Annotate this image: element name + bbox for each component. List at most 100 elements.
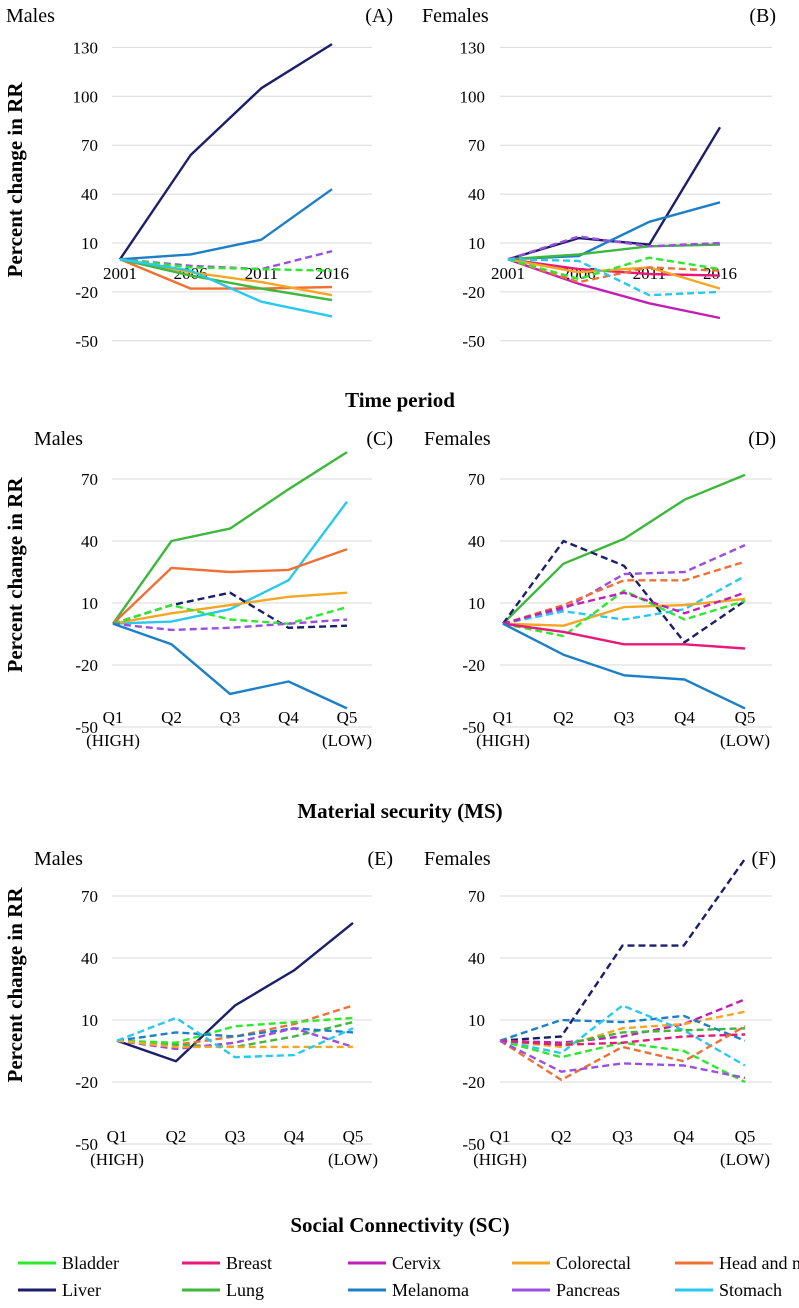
series-line-lung [502, 473, 746, 625]
series-line-melanoma [502, 622, 746, 710]
y-tick-label: 100 [73, 87, 99, 106]
y-tick-label: -20 [462, 283, 485, 302]
y-tick-label: 70 [81, 136, 98, 155]
y-tick-label: 70 [81, 470, 98, 489]
x-tick-label: Q4 [674, 708, 695, 727]
x-tick-label: Q4 [278, 708, 299, 727]
panel-sex-label: Females [422, 5, 489, 27]
legend-item-colorectal: Colorectal [512, 1253, 631, 1273]
y-tick-label: 70 [468, 470, 485, 489]
y-tick-label: 40 [81, 185, 98, 204]
x-tick-label: (HIGH) [473, 1150, 527, 1169]
legend-item-pancreas: Pancreas [512, 1280, 620, 1300]
panel-sex-label: Males [6, 5, 55, 27]
series-line-liver [502, 539, 746, 644]
series-line-stomach [116, 1016, 354, 1059]
y-tick-label: -50 [462, 718, 485, 737]
x-tick-label: Q1 [493, 708, 514, 727]
series-line-bladder [112, 603, 348, 625]
series-line-melanoma [112, 622, 348, 710]
panel-id-label: (D) [748, 428, 776, 450]
y-tick-label: -50 [462, 332, 485, 351]
y-tick-label: -20 [462, 1073, 485, 1092]
chart-panel-e: 70 40 10 -20 -50 Q1 (HIGH) Q2 Q3 Q4 Q5 (LOW) Males (E… [34, 848, 393, 1169]
y-tick-label: 70 [468, 136, 485, 155]
series-line-stomach [507, 258, 721, 297]
legend-item-lung: Lung [182, 1280, 264, 1300]
panel-sex-label: Females [424, 848, 491, 870]
x-tick-label: Q1 [490, 1127, 511, 1146]
y-tick-label: 100 [460, 87, 486, 106]
y-tick-label: 10 [81, 234, 98, 253]
y-axis-title: Percent change in RR [3, 477, 27, 673]
x-axis-title: Material security (MS) [297, 799, 502, 823]
series-line-lung [116, 1020, 354, 1049]
legend-item-cervix: Cervix [348, 1253, 441, 1273]
y-tick-label: 10 [468, 594, 485, 613]
series-line-head-and-neck [116, 1004, 354, 1047]
series-line-breast [502, 622, 746, 650]
series-line-liver [499, 858, 746, 1042]
y-tick-label: 70 [468, 887, 485, 906]
x-tick-label: Q3 [225, 1127, 246, 1146]
series-line-head-and-neck [502, 560, 746, 625]
x-tick-label: Q3 [612, 1127, 633, 1146]
x-tick-label: Q5 [735, 708, 756, 727]
chart-panel-f: 70 40 10 -20 -50 Q1 (HIGH) Q2 Q3 Q4 Q5 (LOW) Females… [424, 848, 776, 1169]
x-tick-label: Q3 [220, 708, 241, 727]
x-tick-label: (HIGH) [90, 1150, 144, 1169]
x-tick-label: Q2 [166, 1127, 187, 1146]
series-line-pancreas [502, 544, 746, 625]
series-line-stomach [119, 258, 333, 318]
series-line-melanoma [116, 1027, 354, 1042]
panel-id-label: (E) [367, 848, 393, 870]
series-line-stomach [502, 575, 746, 625]
series-line-colorectal [507, 258, 721, 290]
series-line-breast [499, 1033, 746, 1047]
x-tick-label: Q4 [284, 1127, 305, 1146]
panel-id-label: (F) [752, 848, 776, 870]
x-tick-label: (LOW) [720, 1150, 770, 1169]
y-tick-label: -50 [462, 1135, 485, 1154]
y-tick-label: -50 [75, 1135, 98, 1154]
x-tick-label: Q2 [551, 1127, 572, 1146]
series-line-head-and-neck [499, 1025, 746, 1082]
legend-item-head-and-neck: Head and neck [675, 1253, 799, 1273]
legend-item-melanoma: Melanoma [348, 1280, 469, 1300]
y-tick-label: 10 [81, 1011, 98, 1030]
y-tick-label: 40 [81, 949, 98, 968]
legend-label: Cervix [392, 1253, 441, 1273]
y-tick-label: -20 [462, 656, 485, 675]
x-tick-label: Q1 [107, 1127, 128, 1146]
series-line-liver [116, 921, 354, 1063]
y-tick-label: 40 [468, 532, 485, 551]
series-line-colorectal [499, 1010, 746, 1049]
panel-id-label: (B) [749, 5, 776, 27]
y-tick-label: -20 [75, 283, 98, 302]
series-line-bladder [502, 589, 746, 638]
series-line-liver [112, 591, 348, 629]
series-line-lung [112, 451, 348, 625]
x-axis-title: Social Connectivity (SC) [290, 1213, 509, 1237]
y-tick-label: -20 [75, 656, 98, 675]
legend-item-liver: Liver [18, 1280, 101, 1300]
y-tick-label: -20 [75, 1073, 98, 1092]
series-line-bladder [119, 258, 333, 272]
x-tick-label: (LOW) [322, 731, 372, 750]
legend-label: Bladder [62, 1253, 119, 1273]
y-tick-label: -50 [75, 718, 98, 737]
x-tick-label: Q5 [337, 708, 358, 727]
series-line-colorectal [116, 1039, 353, 1049]
x-tick-label: 2016 [315, 264, 349, 283]
legend-label: Liver [62, 1280, 101, 1300]
series-line-lung [119, 258, 333, 302]
x-tick-label: Q2 [553, 708, 574, 727]
x-tick-label: Q2 [161, 708, 182, 727]
y-tick-label: 130 [73, 38, 99, 57]
series-line-colorectal [112, 591, 348, 625]
y-tick-label: 10 [468, 1011, 485, 1030]
legend-item-stomach: Stomach [675, 1280, 782, 1300]
legend-label: Melanoma [392, 1280, 469, 1300]
series-line-colorectal [502, 597, 746, 627]
y-tick-label: 10 [81, 594, 98, 613]
